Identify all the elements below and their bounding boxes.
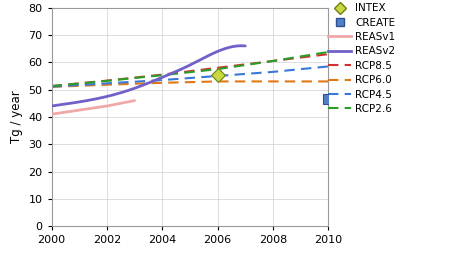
Y-axis label: Tg / year: Tg / year [10, 90, 23, 143]
Legend: INTEX, CREATE, REASv1, REASv2, RCP8.5, RCP6.0, RCP4.5, RCP2.6: INTEX, CREATE, REASv1, REASv2, RCP8.5, R… [328, 3, 395, 114]
